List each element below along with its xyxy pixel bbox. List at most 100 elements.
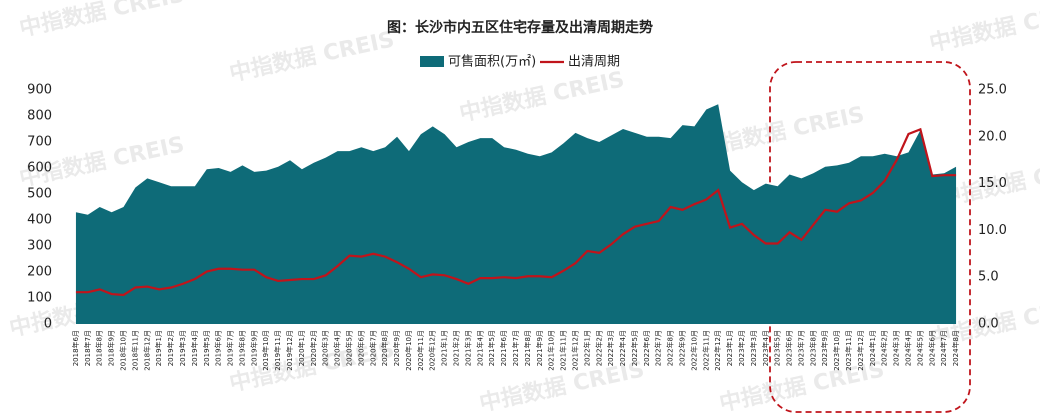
x-tick-label: 2019年10月 bbox=[261, 330, 270, 371]
x-tick-label: 2023年7月 bbox=[796, 330, 805, 366]
x-tick-label: 2018年8月 bbox=[95, 330, 104, 366]
x-tick-label: 2022年6月 bbox=[642, 330, 651, 366]
x-tick-label: 2024年8月 bbox=[951, 330, 960, 366]
x-tick-label: 2022年8月 bbox=[666, 330, 675, 366]
x-tick-label: 2022年3月 bbox=[606, 330, 615, 366]
x-tick-label: 2024年3月 bbox=[892, 330, 901, 366]
y2-tick-label: 20.0 bbox=[978, 129, 1007, 144]
y-tick-label: 100 bbox=[27, 291, 52, 306]
watermark: 中指数据 CREIS bbox=[927, 0, 1040, 57]
x-tick-label: 2024年4月 bbox=[903, 330, 912, 366]
x-tick-label: 2022年4月 bbox=[618, 330, 627, 366]
y2-tick-label: 15.0 bbox=[978, 176, 1007, 191]
x-tick-label: 2019年4月 bbox=[190, 330, 199, 366]
y2-tick-label: 0.0 bbox=[978, 317, 999, 332]
x-tick-label: 2018年9月 bbox=[107, 330, 116, 366]
x-tick-label: 2022年7月 bbox=[654, 330, 663, 366]
x-tick-label: 2023年1月 bbox=[725, 330, 734, 366]
x-tick-label: 2021年10月 bbox=[547, 330, 556, 371]
x-tick-label: 2020年11月 bbox=[416, 330, 425, 371]
y-tick-label: 700 bbox=[27, 135, 52, 150]
x-tick-label: 2019年3月 bbox=[178, 330, 187, 366]
y-tick-label: 900 bbox=[27, 83, 52, 98]
x-tick-label: 2018年11月 bbox=[130, 330, 139, 371]
legend-label: 出清周期 bbox=[568, 55, 620, 70]
x-tick-label: 2019年12月 bbox=[285, 330, 294, 371]
x-tick-label: 2020年10月 bbox=[404, 330, 413, 371]
x-tick-label: 2018年10月 bbox=[119, 330, 128, 371]
line bbox=[75, 127, 957, 297]
x-tick-label: 2021年6月 bbox=[499, 330, 508, 366]
x-tick-label: 2023年6月 bbox=[785, 330, 794, 366]
watermark: 中指数据 CREIS bbox=[457, 66, 627, 126]
x-tick-label: 2023年4月 bbox=[761, 330, 770, 366]
x-tick-label: 2024年2月 bbox=[880, 330, 889, 366]
x-tick-label: 2021年8月 bbox=[523, 330, 532, 366]
x-tick-label: 2022年9月 bbox=[678, 330, 687, 366]
x-tick-label: 2020年9月 bbox=[392, 330, 401, 366]
x-tick-label: 2021年9月 bbox=[535, 330, 544, 366]
x-tick-label: 2023年11月 bbox=[844, 330, 853, 371]
x-tick-label: 2021年3月 bbox=[463, 330, 472, 366]
x-tick-label: 2024年6月 bbox=[927, 330, 936, 366]
x-tick-label: 2019年5月 bbox=[202, 330, 211, 366]
x-tick-label: 2020年7月 bbox=[368, 330, 377, 366]
x-tick-label: 2023年8月 bbox=[808, 330, 817, 366]
x-tick-label: 2018年12月 bbox=[142, 330, 151, 371]
x-tick-label: 2022年12月 bbox=[713, 330, 722, 371]
y-tick-label: 500 bbox=[27, 187, 52, 202]
x-tick-label: 2022年1月 bbox=[582, 330, 591, 366]
x-tick-label: 2018年6月 bbox=[71, 330, 80, 366]
x-tick-label: 2020年5月 bbox=[344, 330, 353, 366]
x-tick-label: 2023年2月 bbox=[737, 330, 746, 366]
x-tick-label: 2019年11月 bbox=[273, 330, 282, 371]
y2-tick-label: 10.0 bbox=[978, 223, 1007, 238]
x-tick-label: 2020年12月 bbox=[428, 330, 437, 371]
y-tick-label: 0 bbox=[44, 317, 52, 332]
x-tick-label: 2020年6月 bbox=[356, 330, 365, 366]
area bbox=[75, 104, 957, 324]
x-tick-label: 2024年5月 bbox=[915, 330, 924, 366]
watermark: 中指数据 CREIS bbox=[227, 26, 397, 86]
legend-label: 可售面积(万㎡) bbox=[448, 54, 536, 70]
x-tick-label: 2023年3月 bbox=[749, 330, 758, 366]
y-tick-label: 600 bbox=[27, 161, 52, 176]
x-tick-label: 2020年2月 bbox=[309, 330, 318, 366]
x-tick-label: 2022年2月 bbox=[594, 330, 603, 366]
x-tick-label: 2021年11月 bbox=[559, 330, 568, 371]
y-tick-label: 400 bbox=[27, 213, 52, 228]
x-tick-label: 2021年5月 bbox=[487, 330, 496, 366]
x-tick-label: 2022年5月 bbox=[630, 330, 639, 366]
watermark: 中指数据 CREIS bbox=[17, 0, 187, 42]
x-tick-label: 2019年2月 bbox=[166, 330, 175, 366]
x-tick-label: 2020年8月 bbox=[380, 330, 389, 366]
y2-tick-label: 25.0 bbox=[978, 83, 1007, 98]
x-tick-label: 2023年10月 bbox=[832, 330, 841, 371]
x-tick-label: 2019年8月 bbox=[237, 330, 246, 366]
x-tick-label: 2020年4月 bbox=[333, 330, 342, 366]
legend: 可售面积(万㎡) 出清周期 bbox=[420, 54, 620, 70]
y-tick-label: 800 bbox=[27, 109, 52, 124]
chart-title: 图：长沙市内五区住宅存量及出清周期走势 bbox=[387, 19, 653, 36]
x-tick-label: 2020年1月 bbox=[297, 330, 306, 366]
x-tick-label: 2018年7月 bbox=[83, 330, 92, 366]
y-tick-label: 300 bbox=[27, 239, 52, 254]
x-tick-label: 2024年7月 bbox=[939, 330, 948, 366]
x-tick-label: 2021年12月 bbox=[570, 330, 579, 371]
x-tick-label: 2020年3月 bbox=[321, 330, 330, 366]
x-tick-label: 2023年9月 bbox=[820, 330, 829, 366]
x-tick-label: 2022年10月 bbox=[689, 330, 698, 371]
x-tick-label: 2019年1月 bbox=[154, 330, 163, 366]
x-tick-label: 2023年12月 bbox=[856, 330, 865, 371]
x-tick-label: 2022年11月 bbox=[701, 330, 710, 371]
y-tick-label: 200 bbox=[27, 265, 52, 280]
x-tick-label: 2021年7月 bbox=[511, 330, 520, 366]
y2-tick-label: 5.0 bbox=[978, 270, 999, 285]
x-tick-label: 2023年5月 bbox=[773, 330, 782, 366]
legend-swatch bbox=[420, 56, 444, 67]
x-tick-label: 2021年2月 bbox=[452, 330, 461, 366]
x-tick-label: 2024年1月 bbox=[868, 330, 877, 366]
x-tick-label: 2019年7月 bbox=[226, 330, 235, 366]
